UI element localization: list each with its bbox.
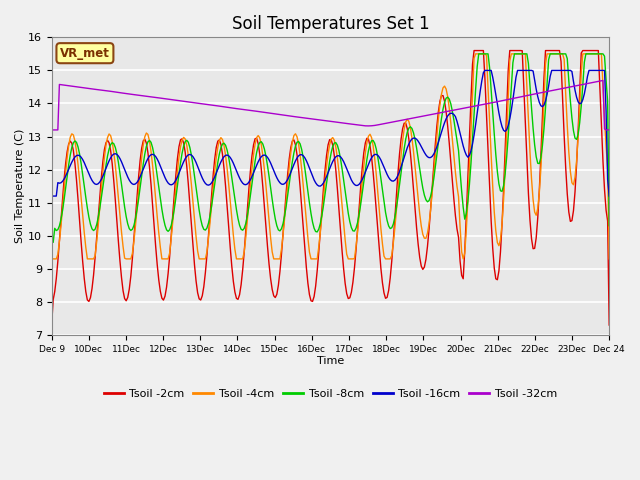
Y-axis label: Soil Temperature (C): Soil Temperature (C): [15, 129, 25, 243]
Legend: Tsoil -2cm, Tsoil -4cm, Tsoil -8cm, Tsoil -16cm, Tsoil -32cm: Tsoil -2cm, Tsoil -4cm, Tsoil -8cm, Tsoi…: [99, 385, 561, 404]
Title: Soil Temperatures Set 1: Soil Temperatures Set 1: [232, 15, 429, 33]
Text: VR_met: VR_met: [60, 47, 110, 60]
X-axis label: Time: Time: [317, 357, 344, 366]
